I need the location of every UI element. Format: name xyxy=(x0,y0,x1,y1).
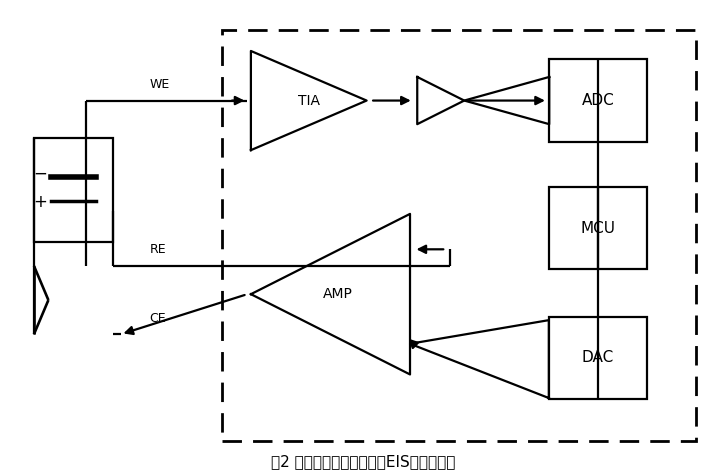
Text: AMP: AMP xyxy=(323,287,353,301)
Text: ADC: ADC xyxy=(582,93,614,108)
Text: −: − xyxy=(33,165,47,183)
Text: TIA: TIA xyxy=(298,94,319,107)
Text: CE: CE xyxy=(150,312,166,325)
Text: DAC: DAC xyxy=(582,351,614,365)
Text: WE: WE xyxy=(150,78,170,91)
Text: RE: RE xyxy=(150,243,166,256)
Bar xyxy=(550,187,647,269)
Bar xyxy=(550,59,647,142)
Text: 图2 电化学工作站测量电池EIS的连接方法: 图2 电化学工作站测量电池EIS的连接方法 xyxy=(271,454,455,469)
Bar xyxy=(34,138,113,242)
Text: +: + xyxy=(33,193,47,211)
Bar xyxy=(222,30,696,440)
Text: MCU: MCU xyxy=(581,220,616,236)
Bar xyxy=(550,317,647,399)
